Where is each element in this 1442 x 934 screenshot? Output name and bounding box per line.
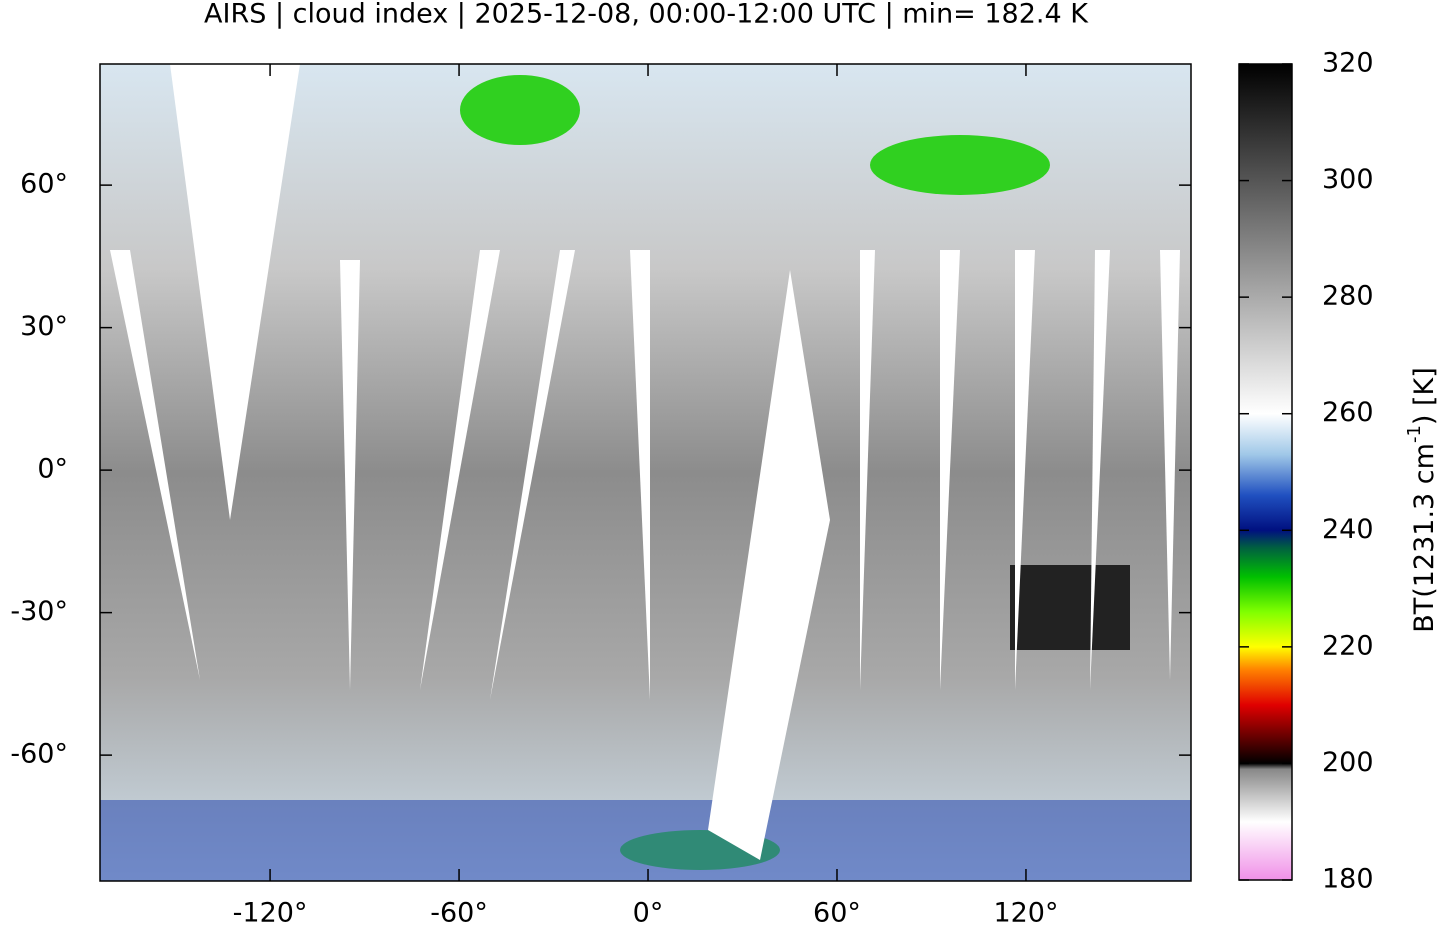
y-tick-label: -30°: [10, 596, 68, 627]
colorbar-tick-label: 220: [1322, 630, 1374, 661]
colorbar-tick-label: 240: [1322, 514, 1374, 545]
colorbar-tick-label: 280: [1322, 281, 1374, 312]
colorbar: [1238, 63, 1293, 881]
colorbar-tick-label: 180: [1322, 864, 1374, 895]
x-tick-label: 0°: [633, 898, 664, 929]
colorbar-tick-label: 300: [1322, 164, 1374, 195]
x-tick-label: 120°: [993, 898, 1058, 929]
x-tick-label: -120°: [233, 898, 308, 929]
map-frame: [99, 63, 1192, 882]
y-tick-label: 0°: [37, 454, 68, 485]
map-image: [100, 64, 1191, 881]
colorbar-tick-label: 320: [1322, 48, 1374, 79]
colorbar-tick-label: 200: [1322, 747, 1374, 778]
y-tick-label: 30°: [20, 311, 68, 342]
colorbar-label: BT(1231.3 cm-1) [K]: [1404, 367, 1440, 633]
x-tick-label: -60°: [430, 898, 488, 929]
title: AIRS | cloud index | 2025-12-08, 00:00-1…: [204, 0, 1089, 30]
y-tick-label: 60°: [20, 169, 68, 200]
y-tick-label: -60°: [10, 739, 68, 770]
x-tick-label: 60°: [813, 898, 861, 929]
colorbar-tick-label: 260: [1322, 397, 1374, 428]
